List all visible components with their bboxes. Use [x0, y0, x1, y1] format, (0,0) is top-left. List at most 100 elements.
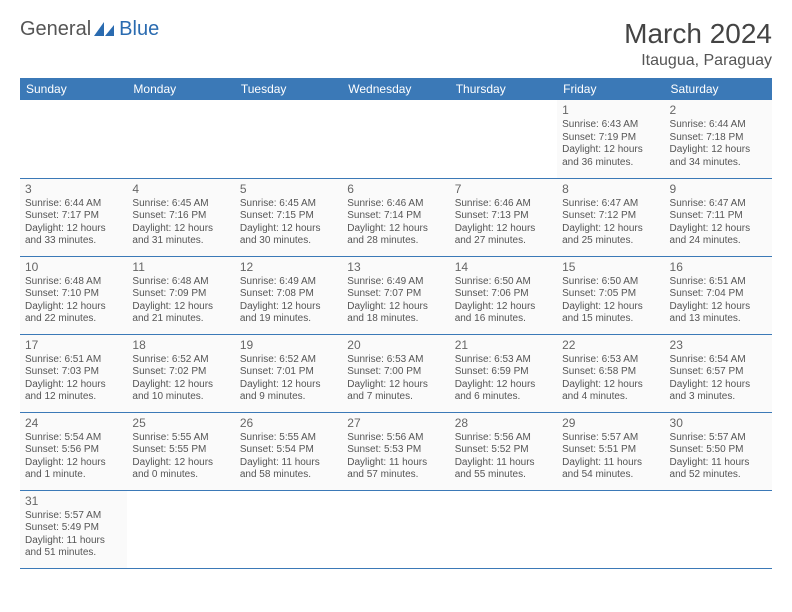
calendar-blank-cell — [342, 100, 449, 178]
day-number: 14 — [455, 260, 552, 275]
sunset-line: Sunset: 7:09 PM — [132, 288, 229, 301]
sunrise-line: Sunrise: 5:56 AM — [347, 432, 444, 445]
daylight-line: Daylight: 12 hours and 18 minutes. — [347, 301, 444, 326]
sunset-line: Sunset: 5:52 PM — [455, 444, 552, 457]
sunset-line: Sunset: 6:58 PM — [562, 366, 659, 379]
day-number: 11 — [132, 260, 229, 275]
location: Itaugua, Paraguay — [624, 52, 772, 70]
daylight-line: Daylight: 12 hours and 10 minutes. — [132, 379, 229, 404]
day-number: 12 — [240, 260, 337, 275]
sunset-line: Sunset: 5:50 PM — [670, 444, 767, 457]
weekday-header: Saturday — [665, 78, 772, 100]
calendar-day-cell: 30Sunrise: 5:57 AMSunset: 5:50 PMDayligh… — [665, 412, 772, 490]
weekday-header: Monday — [127, 78, 234, 100]
logo-text-blue: Blue — [119, 18, 159, 41]
calendar-day-cell: 31Sunrise: 5:57 AMSunset: 5:49 PMDayligh… — [20, 490, 127, 568]
sunset-line: Sunset: 7:14 PM — [347, 210, 444, 223]
day-number: 29 — [562, 416, 659, 431]
calendar-day-cell: 8Sunrise: 6:47 AMSunset: 7:12 PMDaylight… — [557, 178, 664, 256]
calendar-blank-cell — [450, 490, 557, 568]
day-number: 10 — [25, 260, 122, 275]
calendar-day-cell: 25Sunrise: 5:55 AMSunset: 5:55 PMDayligh… — [127, 412, 234, 490]
sunset-line: Sunset: 5:54 PM — [240, 444, 337, 457]
sunset-line: Sunset: 7:06 PM — [455, 288, 552, 301]
calendar-day-cell: 23Sunrise: 6:54 AMSunset: 6:57 PMDayligh… — [665, 334, 772, 412]
calendar-day-cell: 26Sunrise: 5:55 AMSunset: 5:54 PMDayligh… — [235, 412, 342, 490]
calendar-day-cell: 9Sunrise: 6:47 AMSunset: 7:11 PMDaylight… — [665, 178, 772, 256]
sunrise-line: Sunrise: 6:50 AM — [455, 276, 552, 289]
sunrise-line: Sunrise: 6:46 AM — [347, 198, 444, 211]
sail-icon — [94, 22, 116, 38]
sunset-line: Sunset: 7:12 PM — [562, 210, 659, 223]
day-number: 6 — [347, 182, 444, 197]
daylight-line: Daylight: 12 hours and 4 minutes. — [562, 379, 659, 404]
weekday-header: Thursday — [450, 78, 557, 100]
daylight-line: Daylight: 12 hours and 27 minutes. — [455, 223, 552, 248]
calendar-day-cell: 14Sunrise: 6:50 AMSunset: 7:06 PMDayligh… — [450, 256, 557, 334]
calendar-day-cell: 2Sunrise: 6:44 AMSunset: 7:18 PMDaylight… — [665, 100, 772, 178]
sunset-line: Sunset: 7:05 PM — [562, 288, 659, 301]
calendar-row: 24Sunrise: 5:54 AMSunset: 5:56 PMDayligh… — [20, 412, 772, 490]
sunset-line: Sunset: 7:19 PM — [562, 132, 659, 145]
calendar-blank-cell — [557, 490, 664, 568]
sunrise-line: Sunrise: 6:51 AM — [25, 354, 122, 367]
calendar-day-cell: 7Sunrise: 6:46 AMSunset: 7:13 PMDaylight… — [450, 178, 557, 256]
day-number: 5 — [240, 182, 337, 197]
calendar-blank-cell — [450, 100, 557, 178]
sunset-line: Sunset: 7:02 PM — [132, 366, 229, 379]
sunrise-line: Sunrise: 6:53 AM — [562, 354, 659, 367]
calendar-table: SundayMondayTuesdayWednesdayThursdayFrid… — [20, 78, 772, 569]
calendar-day-cell: 29Sunrise: 5:57 AMSunset: 5:51 PMDayligh… — [557, 412, 664, 490]
calendar-day-cell: 3Sunrise: 6:44 AMSunset: 7:17 PMDaylight… — [20, 178, 127, 256]
day-number: 4 — [132, 182, 229, 197]
logo-text-general: General — [20, 18, 91, 41]
calendar-day-cell: 17Sunrise: 6:51 AMSunset: 7:03 PMDayligh… — [20, 334, 127, 412]
calendar-day-cell: 10Sunrise: 6:48 AMSunset: 7:10 PMDayligh… — [20, 256, 127, 334]
logo: General Blue — [20, 18, 159, 41]
calendar-day-cell: 13Sunrise: 6:49 AMSunset: 7:07 PMDayligh… — [342, 256, 449, 334]
daylight-line: Daylight: 12 hours and 24 minutes. — [670, 223, 767, 248]
day-number: 19 — [240, 338, 337, 353]
sunrise-line: Sunrise: 6:44 AM — [670, 119, 767, 132]
sunrise-line: Sunrise: 6:51 AM — [670, 276, 767, 289]
calendar-day-cell: 1Sunrise: 6:43 AMSunset: 7:19 PMDaylight… — [557, 100, 664, 178]
calendar-row: 1Sunrise: 6:43 AMSunset: 7:19 PMDaylight… — [20, 100, 772, 178]
calendar-day-cell: 21Sunrise: 6:53 AMSunset: 6:59 PMDayligh… — [450, 334, 557, 412]
calendar-day-cell: 20Sunrise: 6:53 AMSunset: 7:00 PMDayligh… — [342, 334, 449, 412]
daylight-line: Daylight: 11 hours and 54 minutes. — [562, 457, 659, 482]
sunset-line: Sunset: 7:15 PM — [240, 210, 337, 223]
day-number: 7 — [455, 182, 552, 197]
day-number: 3 — [25, 182, 122, 197]
sunset-line: Sunset: 7:11 PM — [670, 210, 767, 223]
day-number: 13 — [347, 260, 444, 275]
calendar-day-cell: 22Sunrise: 6:53 AMSunset: 6:58 PMDayligh… — [557, 334, 664, 412]
daylight-line: Daylight: 12 hours and 3 minutes. — [670, 379, 767, 404]
daylight-line: Daylight: 12 hours and 15 minutes. — [562, 301, 659, 326]
daylight-line: Daylight: 12 hours and 13 minutes. — [670, 301, 767, 326]
sunrise-line: Sunrise: 6:44 AM — [25, 198, 122, 211]
daylight-line: Daylight: 12 hours and 31 minutes. — [132, 223, 229, 248]
calendar-blank-cell — [342, 490, 449, 568]
sunset-line: Sunset: 7:03 PM — [25, 366, 122, 379]
sunrise-line: Sunrise: 5:57 AM — [670, 432, 767, 445]
day-number: 27 — [347, 416, 444, 431]
calendar-blank-cell — [20, 100, 127, 178]
day-number: 8 — [562, 182, 659, 197]
daylight-line: Daylight: 11 hours and 58 minutes. — [240, 457, 337, 482]
daylight-line: Daylight: 12 hours and 16 minutes. — [455, 301, 552, 326]
sunrise-line: Sunrise: 5:57 AM — [562, 432, 659, 445]
daylight-line: Daylight: 12 hours and 25 minutes. — [562, 223, 659, 248]
sunrise-line: Sunrise: 6:53 AM — [347, 354, 444, 367]
calendar-row: 31Sunrise: 5:57 AMSunset: 5:49 PMDayligh… — [20, 490, 772, 568]
sunrise-line: Sunrise: 6:47 AM — [562, 198, 659, 211]
day-number: 30 — [670, 416, 767, 431]
calendar-blank-cell — [127, 490, 234, 568]
weekday-header: Tuesday — [235, 78, 342, 100]
daylight-line: Daylight: 11 hours and 55 minutes. — [455, 457, 552, 482]
day-number: 25 — [132, 416, 229, 431]
calendar-day-cell: 19Sunrise: 6:52 AMSunset: 7:01 PMDayligh… — [235, 334, 342, 412]
sunset-line: Sunset: 7:18 PM — [670, 132, 767, 145]
calendar-blank-cell — [235, 490, 342, 568]
daylight-line: Daylight: 12 hours and 7 minutes. — [347, 379, 444, 404]
day-number: 1 — [562, 103, 659, 118]
